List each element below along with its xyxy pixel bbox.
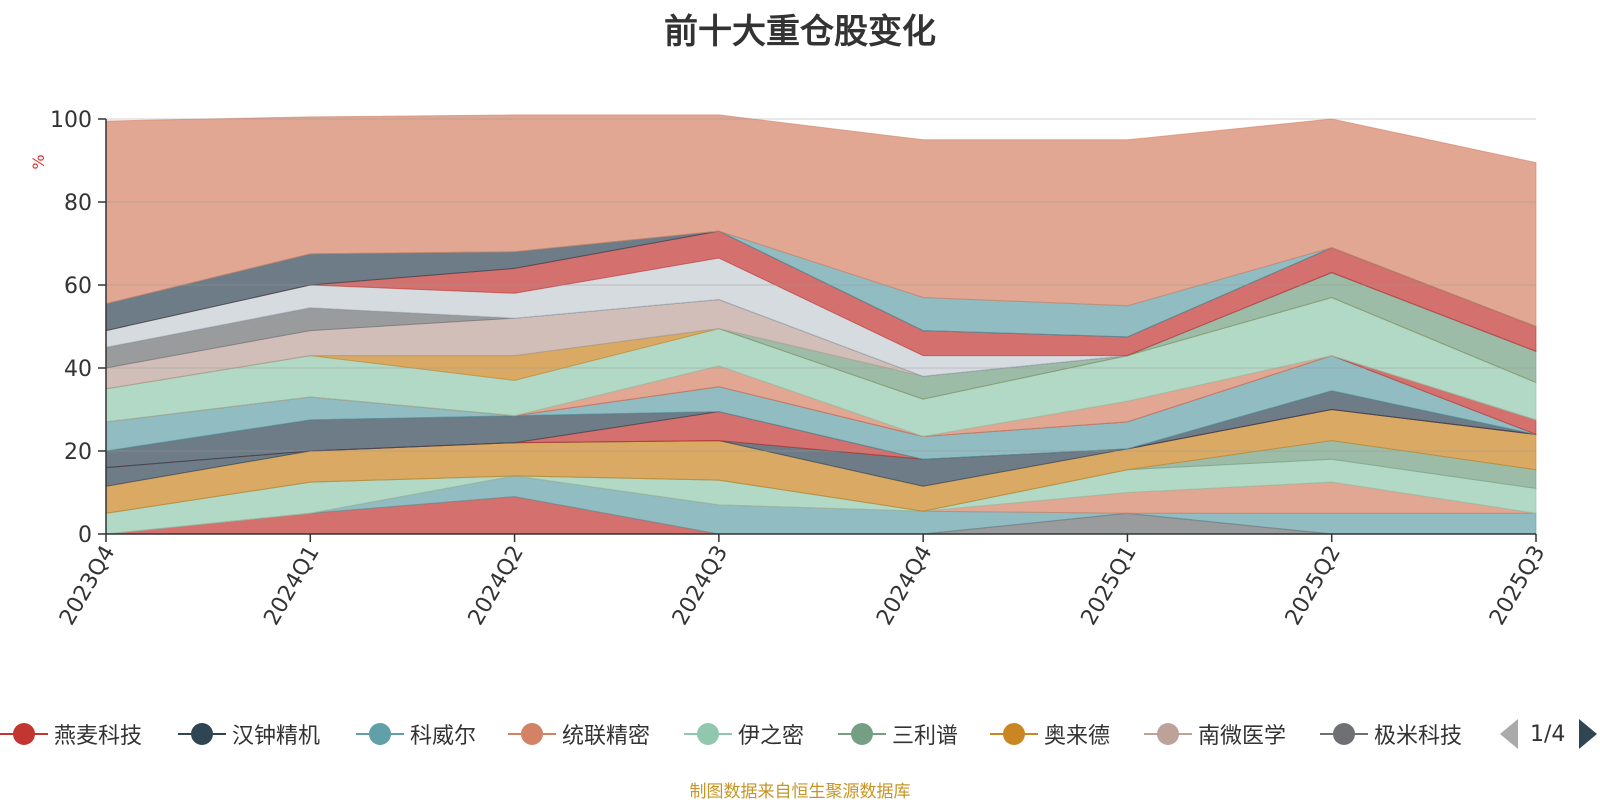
legend-item-伊之密[interactable]: 伊之密 xyxy=(684,714,804,754)
x-tick-label-2025Q1: 2025Q1 xyxy=(1077,542,1142,630)
legend-marker-icon xyxy=(178,721,226,747)
legend-label: 汉钟精机 xyxy=(232,724,321,749)
legend-item-奥来德[interactable]: 奥来德 xyxy=(990,714,1110,754)
data-source-note: 制图数据来自恒生聚源数据库 xyxy=(689,782,911,802)
legend-item-科威尔[interactable]: 科威尔 xyxy=(356,714,476,754)
y-tick-label-80: 80 xyxy=(64,191,92,216)
x-tick-label-2025Q2: 2025Q2 xyxy=(1281,542,1346,630)
legend-prev-page-icon[interactable] xyxy=(1500,719,1518,749)
legend-marker-icon xyxy=(684,721,732,747)
legend-marker-icon xyxy=(1144,721,1192,747)
legend-item-燕麦科技[interactable]: 燕麦科技 xyxy=(0,714,142,754)
legend-marker-icon xyxy=(508,721,556,747)
x-tick-label-2024Q2: 2024Q2 xyxy=(464,542,529,630)
legend-label: 三利谱 xyxy=(892,724,959,749)
legend-item-汉钟精机[interactable]: 汉钟精机 xyxy=(178,714,320,754)
legend-marker-icon xyxy=(0,721,48,747)
x-tick-label-2024Q4: 2024Q4 xyxy=(872,542,937,630)
legend-page-indicator: 1/4 xyxy=(1530,721,1566,747)
legend-marker-icon xyxy=(356,721,404,747)
legend-item-极米科技[interactable]: 极米科技 xyxy=(1320,714,1462,754)
legend-label: 统联精密 xyxy=(562,724,651,749)
x-tick-label-2024Q3: 2024Q3 xyxy=(668,542,733,630)
x-tick-label-2023Q4: 2023Q4 xyxy=(55,542,120,630)
x-tick-label-2025Q3: 2025Q3 xyxy=(1485,542,1550,630)
legend-marker-icon xyxy=(1320,721,1368,747)
legend-label: 科威尔 xyxy=(410,724,477,749)
chart-title: 前十大重仓股变化 xyxy=(664,12,936,52)
legend-label: 南微医学 xyxy=(1198,724,1287,749)
legend: 燕麦科技 汉钟精机 科威尔 统联精密 伊之密 三利谱 奥来德 南微医学 极米科技 xyxy=(0,714,1600,754)
grid-lines xyxy=(106,118,1536,452)
legend-label: 极米科技 xyxy=(1374,724,1463,749)
y-tick-label-60: 60 xyxy=(64,274,92,299)
legend-marker-icon xyxy=(838,721,886,747)
y-tick-label-0: 0 xyxy=(78,523,92,548)
y-axis-unit-label: % xyxy=(29,154,48,169)
legend-marker-icon xyxy=(990,721,1038,747)
legend-item-南微医学[interactable]: 南微医学 xyxy=(1144,714,1286,754)
legend-item-统联精密[interactable]: 统联精密 xyxy=(508,714,650,754)
legend-label: 燕麦科技 xyxy=(54,724,143,749)
x-tick-label-2024Q1: 2024Q1 xyxy=(259,542,324,630)
area-series-layer xyxy=(105,114,1537,535)
y-tick-label-100: 100 xyxy=(50,108,92,133)
y-tick-label-40: 40 xyxy=(64,357,92,382)
legend-label: 伊之密 xyxy=(738,724,805,749)
legend-next-page-icon[interactable] xyxy=(1579,719,1598,749)
legend-item-三利谱[interactable]: 三利谱 xyxy=(838,714,958,754)
area-统联精密-24[interactable] xyxy=(105,114,1537,328)
legend-label: 奥来德 xyxy=(1044,724,1111,749)
y-tick-label-20: 20 xyxy=(64,440,92,465)
legend-pager: 1/4 xyxy=(1500,714,1598,754)
